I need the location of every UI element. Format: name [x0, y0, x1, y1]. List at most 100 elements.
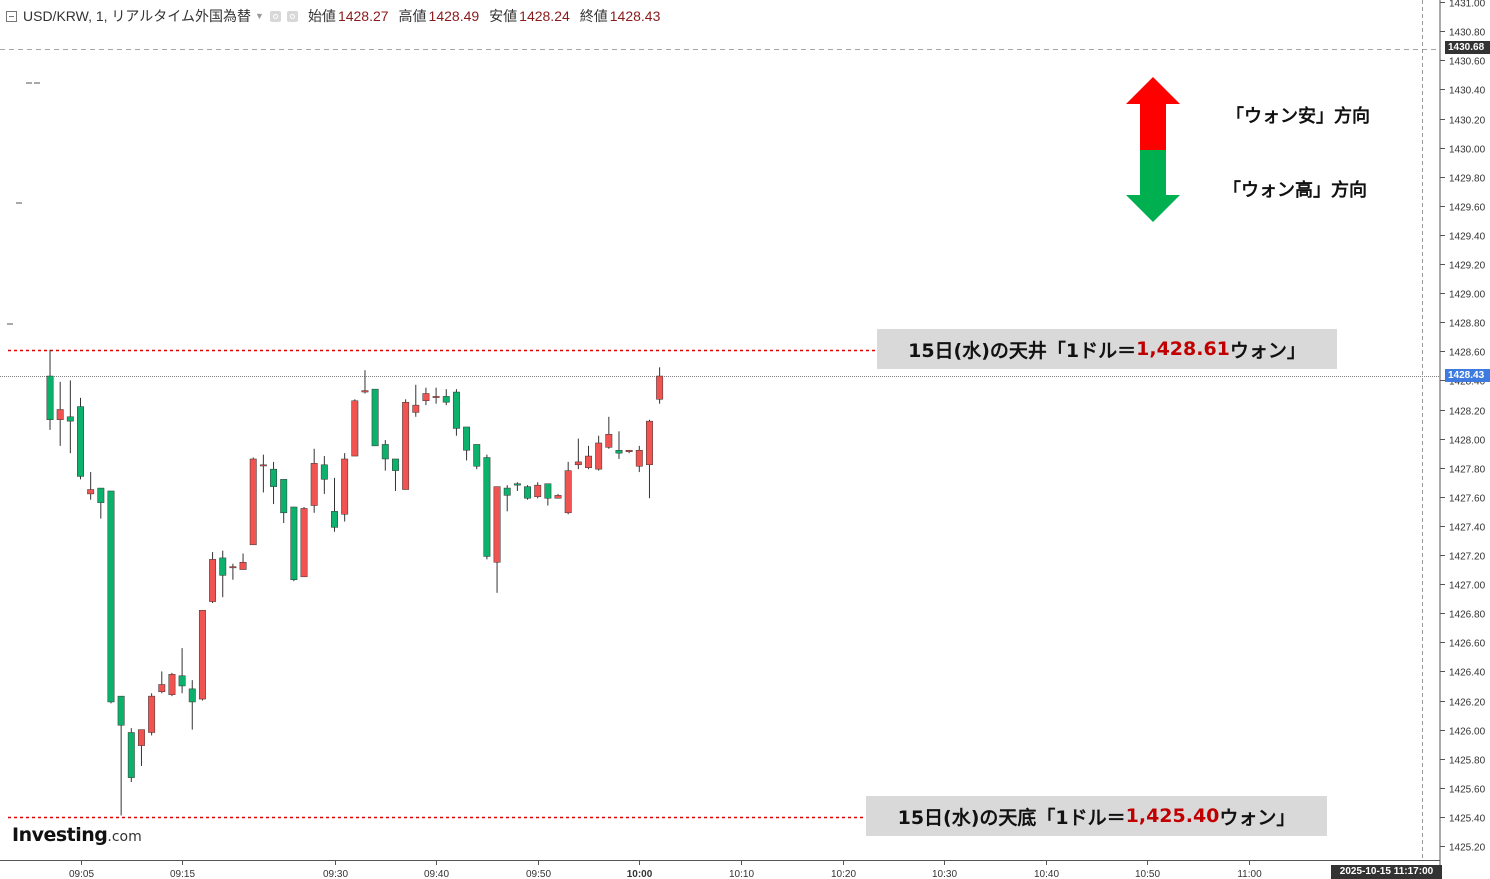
candle-body	[158, 684, 166, 693]
arrow-up-icon	[1126, 77, 1180, 150]
candle-body	[97, 487, 105, 503]
candle-body	[77, 406, 84, 477]
high-label: 高値	[398, 8, 427, 24]
y-tick-label: 1427.80	[1449, 465, 1486, 476]
logo-domain: .com	[107, 829, 142, 845]
y-tick-label: 1425.20	[1449, 843, 1486, 854]
candle-body	[127, 732, 135, 778]
candle-body	[483, 457, 491, 557]
candle-body	[615, 449, 623, 454]
collapse-icon[interactable]	[6, 10, 17, 22]
high-annotation-value: 1,428.61	[1136, 338, 1230, 360]
x-tick-label: 10:20	[831, 869, 856, 879]
candle-body	[46, 375, 54, 420]
candle-body	[412, 404, 420, 413]
y-tick-label: 1429.80	[1449, 174, 1486, 185]
y-tick-label: 1429.00	[1449, 290, 1486, 301]
eye-icon[interactable]	[269, 10, 281, 22]
candle-body	[422, 393, 430, 402]
y-tick-label: 1430.20	[1449, 116, 1486, 127]
chevron-down-icon[interactable]: ▼	[255, 11, 264, 21]
candle-body	[148, 695, 156, 733]
low-annotation-prefix: 15日(水)の天底「1ドル＝	[897, 806, 1126, 829]
y-tick-label: 1428.00	[1449, 436, 1486, 447]
high-value: 1428.49	[428, 8, 480, 24]
high-annotation: 15日(水)の天井「1ドル＝ 1,428.61 ウォン」	[877, 329, 1337, 369]
top-line-badge: 1430.68	[1445, 41, 1490, 54]
candle-body	[574, 461, 582, 466]
candle-body	[300, 508, 308, 578]
candle-body	[544, 483, 552, 499]
candle-body	[635, 449, 643, 467]
x-tick-label: 09:05	[69, 869, 94, 879]
y-tick-label: 1425.80	[1449, 756, 1486, 767]
candle-body	[178, 675, 186, 687]
x-tick-label: 09:50	[526, 869, 551, 879]
y-tick-label: 1426.40	[1449, 668, 1486, 679]
candle-body	[513, 483, 521, 486]
y-tick-label: 1427.60	[1449, 494, 1486, 505]
x-tick-label: 09:30	[323, 869, 348, 879]
close-value: 1428.43	[609, 8, 661, 24]
candle-body	[361, 390, 369, 393]
y-tick-label: 1429.20	[1449, 261, 1486, 272]
x-tick-label: 10:40	[1034, 869, 1059, 879]
chart-header: USD/KRW, 1, リアルタイム外国為替 ▼ 始値 1428.27 高値 1…	[6, 6, 660, 26]
candle-body	[402, 401, 410, 490]
current-price-badge: 1428.43	[1445, 369, 1490, 382]
y-tick-label: 1428.40	[1449, 377, 1486, 388]
x-tick-label: 10:30	[932, 869, 957, 879]
x-tick-label: 10:50	[1135, 869, 1160, 879]
candle-body	[381, 444, 389, 460]
candle-body	[209, 559, 217, 602]
arrow-down-icon	[1126, 150, 1180, 222]
candle-body	[351, 400, 359, 457]
candle-body	[554, 495, 562, 499]
x-tick-label: 09:40	[424, 869, 449, 879]
candle-body	[463, 426, 471, 451]
y-tick-label: 1427.00	[1449, 581, 1486, 592]
candle-body	[452, 391, 460, 429]
low-label: 安値	[489, 8, 518, 24]
x-tick-label: 09:15	[170, 869, 195, 879]
settings-icon[interactable]	[286, 10, 298, 22]
candle-body	[198, 610, 206, 700]
x-tick-label: 10:10	[729, 869, 754, 879]
y-tick-label: 1427.20	[1449, 552, 1486, 563]
x-tick-label: 10:00	[627, 869, 653, 879]
candle-body	[605, 433, 613, 448]
y-tick-label: 1428.20	[1449, 407, 1486, 418]
candle-body	[493, 486, 501, 563]
candle-body	[585, 455, 592, 468]
legend-won-weak: 「ウォン安」方向	[1226, 106, 1370, 127]
candle-body	[310, 463, 318, 506]
candle-body	[320, 464, 328, 480]
candle-body	[56, 409, 64, 420]
candle-body	[249, 458, 257, 546]
logo-main: Investing	[12, 824, 108, 846]
candle-body	[656, 375, 664, 400]
high-annotation-prefix: 15日(水)の天井「1ドル＝	[908, 339, 1137, 362]
candle-body	[473, 444, 481, 467]
candle-body	[229, 566, 237, 569]
y-tick-label: 1426.60	[1449, 639, 1486, 650]
low-annotation-suffix: ウォン」	[1219, 806, 1296, 829]
y-tick-label: 1429.40	[1449, 232, 1486, 243]
close-label: 終値	[579, 8, 608, 24]
y-tick-label: 1430.80	[1449, 28, 1486, 39]
y-tick-label: 1430.00	[1449, 145, 1486, 156]
candle-body	[432, 396, 440, 398]
candle-body	[239, 562, 247, 570]
candle-body	[219, 557, 227, 576]
y-tick-label: 1427.40	[1449, 523, 1486, 534]
candle-body	[138, 729, 145, 746]
symbol-title[interactable]: USD/KRW, 1, リアルタイム外国為替	[23, 8, 252, 24]
y-tick-label: 1430.60	[1449, 57, 1486, 68]
candle-body	[371, 388, 379, 447]
y-tick-label: 1426.00	[1449, 727, 1486, 738]
y-tick-label: 1425.40	[1449, 814, 1486, 825]
candle-body	[259, 464, 267, 467]
candle-body	[188, 688, 196, 703]
candle-body	[341, 458, 349, 515]
